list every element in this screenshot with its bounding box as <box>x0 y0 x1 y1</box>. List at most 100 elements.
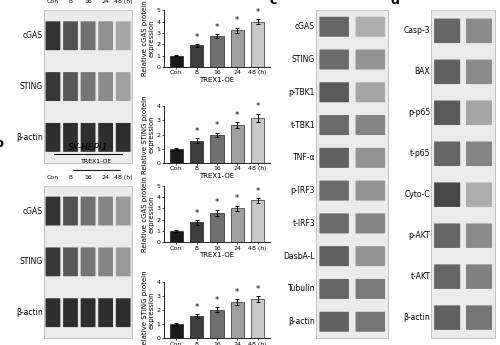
Text: *: * <box>215 121 219 130</box>
Y-axis label: Relative STING protein
expression: Relative STING protein expression <box>142 270 155 345</box>
FancyBboxPatch shape <box>46 21 60 50</box>
FancyBboxPatch shape <box>80 298 96 327</box>
FancyBboxPatch shape <box>98 123 113 152</box>
Bar <box>210 310 224 338</box>
FancyBboxPatch shape <box>466 100 492 125</box>
FancyBboxPatch shape <box>356 115 385 135</box>
Text: Tubulin: Tubulin <box>288 284 315 294</box>
FancyBboxPatch shape <box>320 181 349 200</box>
FancyBboxPatch shape <box>320 82 349 102</box>
FancyBboxPatch shape <box>46 298 60 327</box>
Text: t-AKT: t-AKT <box>410 272 430 281</box>
FancyBboxPatch shape <box>80 197 96 226</box>
Text: 16: 16 <box>84 0 92 4</box>
Text: β-actin: β-actin <box>288 317 315 326</box>
Text: 48 (h): 48 (h) <box>114 0 132 4</box>
FancyBboxPatch shape <box>116 298 130 327</box>
Text: *: * <box>215 198 219 207</box>
Text: BAX: BAX <box>414 67 430 76</box>
Text: Casp-3: Casp-3 <box>404 26 430 35</box>
Text: c: c <box>270 0 277 7</box>
Text: cGAS: cGAS <box>23 207 43 216</box>
FancyBboxPatch shape <box>98 21 113 50</box>
Bar <box>190 141 203 163</box>
FancyBboxPatch shape <box>434 224 460 248</box>
Text: β-actin: β-actin <box>16 308 43 317</box>
FancyBboxPatch shape <box>434 264 460 289</box>
Text: cGAS: cGAS <box>295 22 315 31</box>
X-axis label: TREX1-OE: TREX1-OE <box>200 252 234 258</box>
Text: cGAS: cGAS <box>23 31 43 40</box>
Text: t-IRF3: t-IRF3 <box>292 219 315 228</box>
Text: 8: 8 <box>68 175 72 179</box>
Text: *: * <box>194 32 198 41</box>
Bar <box>190 223 203 242</box>
Bar <box>44 10 132 163</box>
Text: β-actin: β-actin <box>16 133 43 142</box>
FancyBboxPatch shape <box>80 247 96 276</box>
FancyBboxPatch shape <box>46 247 60 276</box>
Text: β-actin: β-actin <box>404 313 430 322</box>
Text: d: d <box>390 0 400 7</box>
FancyBboxPatch shape <box>356 312 385 332</box>
Text: *: * <box>256 8 260 17</box>
FancyBboxPatch shape <box>466 224 492 248</box>
FancyBboxPatch shape <box>466 305 492 330</box>
Bar <box>210 135 224 163</box>
Text: STING: STING <box>20 82 43 91</box>
Text: STING: STING <box>20 257 43 266</box>
X-axis label: TREX1-OE: TREX1-OE <box>200 172 234 179</box>
Bar <box>316 10 388 338</box>
FancyBboxPatch shape <box>98 298 113 327</box>
Text: *: * <box>256 187 260 196</box>
FancyBboxPatch shape <box>466 60 492 84</box>
FancyBboxPatch shape <box>320 246 349 266</box>
FancyBboxPatch shape <box>98 72 113 101</box>
Text: Con: Con <box>47 175 59 179</box>
Text: *: * <box>194 209 198 218</box>
Text: *: * <box>215 23 219 32</box>
Text: 48 (h): 48 (h) <box>114 175 132 179</box>
FancyBboxPatch shape <box>80 21 96 50</box>
FancyBboxPatch shape <box>356 82 385 102</box>
FancyBboxPatch shape <box>63 197 78 226</box>
Text: *: * <box>235 16 240 26</box>
Bar <box>230 208 244 242</box>
FancyBboxPatch shape <box>434 60 460 84</box>
FancyBboxPatch shape <box>356 17 385 37</box>
FancyBboxPatch shape <box>466 264 492 289</box>
Bar <box>190 45 203 67</box>
FancyBboxPatch shape <box>80 72 96 101</box>
FancyBboxPatch shape <box>98 197 113 226</box>
Bar <box>210 213 224 242</box>
Text: STING: STING <box>292 55 315 64</box>
FancyBboxPatch shape <box>356 50 385 69</box>
Text: Con: Con <box>47 0 59 4</box>
Text: SK-HEP-1: SK-HEP-1 <box>68 143 108 152</box>
FancyBboxPatch shape <box>320 214 349 233</box>
FancyBboxPatch shape <box>466 19 492 43</box>
Text: *: * <box>235 195 240 204</box>
FancyBboxPatch shape <box>80 123 96 152</box>
FancyBboxPatch shape <box>320 148 349 168</box>
Text: TNF-α: TNF-α <box>292 153 315 162</box>
Text: *: * <box>235 288 240 297</box>
Text: DasbA-L: DasbA-L <box>284 252 315 261</box>
FancyBboxPatch shape <box>434 100 460 125</box>
FancyBboxPatch shape <box>434 183 460 207</box>
Text: p-p65: p-p65 <box>408 108 430 117</box>
Bar <box>170 324 183 338</box>
FancyBboxPatch shape <box>116 247 130 276</box>
Y-axis label: Relative STING protein
expression: Relative STING protein expression <box>142 95 155 174</box>
Bar <box>170 231 183 242</box>
FancyBboxPatch shape <box>63 123 78 152</box>
Bar <box>251 299 264 338</box>
FancyBboxPatch shape <box>46 123 60 152</box>
FancyBboxPatch shape <box>356 246 385 266</box>
Bar <box>210 36 224 67</box>
X-axis label: TREX1-OE: TREX1-OE <box>200 77 234 83</box>
Bar <box>251 200 264 242</box>
FancyBboxPatch shape <box>320 115 349 135</box>
FancyBboxPatch shape <box>63 298 78 327</box>
Text: *: * <box>256 285 260 294</box>
